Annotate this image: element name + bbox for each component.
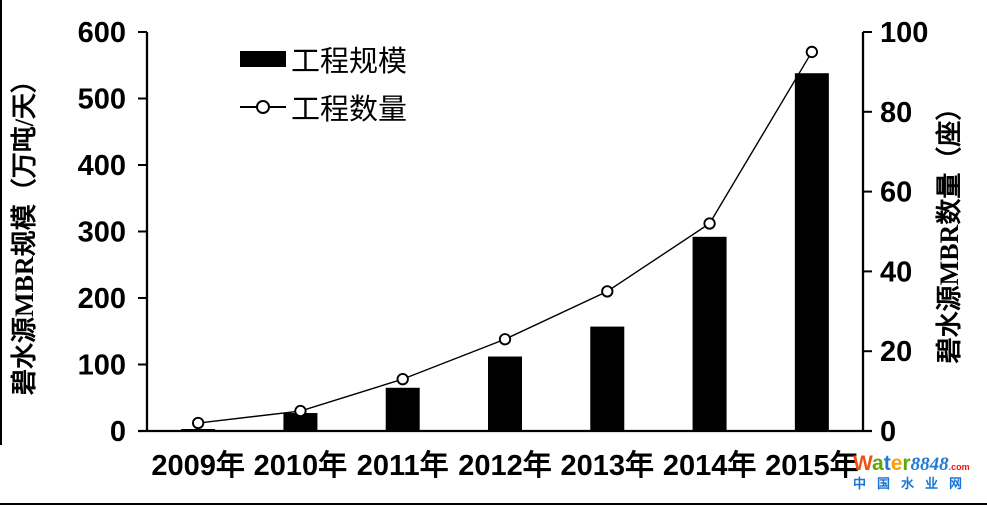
line-marker-2011年 [396, 372, 409, 386]
frame-border-bottom [0, 503, 987, 505]
left-axis-tick-label: 300 [78, 217, 126, 249]
watermark: Water8848.com 中国水业网 [853, 453, 987, 490]
watermark-letter: r [902, 452, 911, 475]
bar-2010年 [283, 413, 318, 431]
watermark-brand: Water8848.com [853, 453, 987, 474]
bar-2014年 [692, 236, 727, 431]
x-axis-label-2013年: 2013年 [561, 448, 655, 482]
left-axis-tick-label: 400 [78, 150, 126, 182]
left-axis-tick-label: 600 [78, 17, 126, 49]
legend-item-count: 工程数量 [240, 90, 407, 126]
watermark-letter: t [883, 452, 891, 475]
x-axis-label-2012年: 2012年 [458, 448, 552, 482]
watermark-letter: e [890, 452, 903, 475]
watermark-tagline: 中国水业网 [853, 476, 974, 491]
right-axis-tick-label: 100 [880, 17, 928, 49]
bar-2012年 [488, 356, 522, 431]
bar-2015年 [794, 73, 829, 431]
bar-2013年 [590, 326, 625, 431]
bar-2011年 [385, 387, 420, 431]
line-marker-2009年 [191, 416, 205, 430]
line-marker-2014年 [703, 217, 716, 230]
bar-swatch-icon [240, 51, 286, 67]
line-marker-2012年 [498, 333, 512, 346]
legend-item-scale: 工程规模 [240, 42, 407, 78]
right-axis-tick-label: 80 [880, 97, 912, 129]
x-axis-label-2014年: 2014年 [663, 448, 757, 482]
left-axis-tick-label: 0 [110, 416, 126, 448]
bar-2009年 [181, 429, 216, 431]
legend-label-scale: 工程规模 [291, 46, 408, 78]
watermark-brand-number: 8848 [910, 454, 949, 475]
watermark-letter: W [853, 452, 873, 475]
frame-border-left [0, 0, 2, 445]
right-axis-tick-label: 60 [880, 177, 912, 209]
left-axis-title: 碧水源MBR规模（万吨/天） [10, 67, 39, 395]
legend: 工程规模 工程数量 [240, 42, 407, 138]
right-axis-tick-label: 20 [880, 336, 912, 368]
watermark-brand-tld: .com [948, 462, 970, 472]
x-axis-label-2011年: 2011年 [357, 448, 449, 482]
watermark-brand-word: Water [853, 452, 911, 475]
line-marker-swatch-icon [240, 99, 286, 115]
legend-label-count: 工程数量 [291, 94, 408, 126]
right-axis-title: 碧水源MBR数量（座） [935, 94, 964, 364]
left-axis-tick-label: 200 [78, 283, 126, 315]
left-axis-tick-label: 500 [78, 84, 126, 116]
x-axis-label-2009年: 2009年 [151, 448, 245, 482]
watermark-letter: a [872, 452, 884, 475]
left-axis-tick-label: 100 [78, 350, 126, 382]
line-marker-2015年 [805, 45, 819, 59]
line-marker-2013年 [601, 285, 614, 298]
line-marker-2010年 [294, 404, 307, 418]
right-axis-tick-label: 40 [880, 256, 912, 288]
x-axis-label-2010年: 2010年 [254, 448, 348, 482]
x-axis-label-2015年: 2015年 [765, 448, 859, 482]
right-axis-tick-label: 0 [880, 416, 896, 448]
